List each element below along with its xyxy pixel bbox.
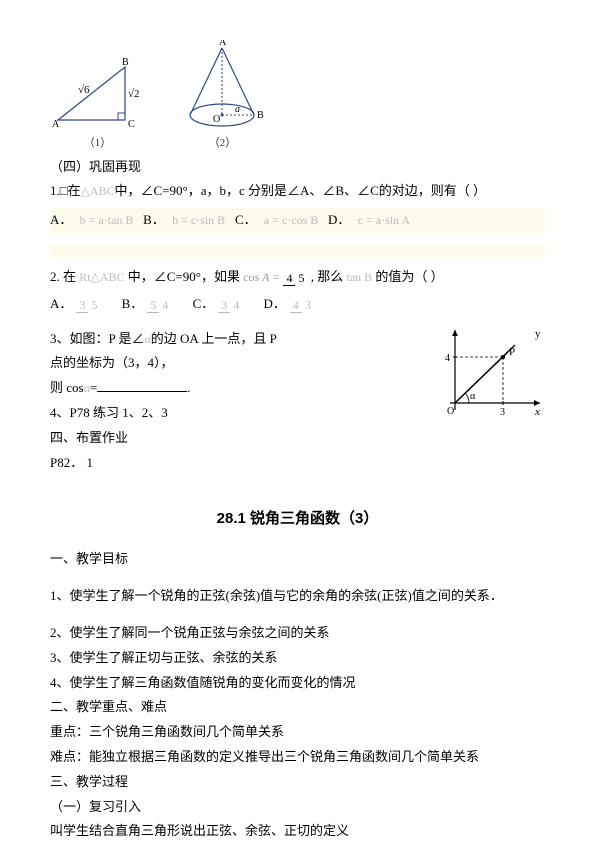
goal-2: 2、使学生了解同一个锐角正弦与余弦之间的关系 (50, 623, 545, 644)
goal-3: 3、使学生了解正切与正弦、余弦的关系 (50, 648, 545, 669)
sec3-heading: 三、教学过程 (50, 772, 545, 793)
question-1: 1.□在△ABC中，∠C=90°，a，b，c 分别是∠A、∠B、∠C的对边，则有… (50, 181, 545, 202)
question-3-text: 3、如图：P 是∠α的边 OA 上一点，且 P 点的坐标为（3，4）， 则 co… (50, 325, 415, 478)
goal-4: 4、使学生了解三角函数值随锐角的变化而变化的情况 (50, 673, 545, 694)
q2-a: 2. 在 (50, 269, 76, 284)
svg-text:a: a (235, 104, 240, 115)
highlight-bar (50, 243, 545, 257)
figure-1-caption: （1） (84, 135, 112, 153)
q2-faint2: tan B (346, 270, 372, 284)
svg-text:C: C (128, 119, 135, 130)
sec2-heading: 二、教学重点、难点 (50, 697, 545, 718)
figure-2-caption: （2） (209, 135, 237, 153)
q1-text-a: 1.□在 (50, 183, 81, 198)
q2-B: B． (122, 296, 144, 311)
question-3-block: 3、如图：P 是∠ α 的边 OA 上一点，且 P 点的坐标为（3，4）， 则 co… (50, 325, 545, 478)
q2-cos: cos A = (243, 270, 280, 284)
q1-opt-D-math: c = a·sin A (358, 213, 410, 227)
q1-opt-A: A． (50, 212, 72, 227)
q1-opt-D: D． (328, 212, 350, 227)
q1-opt-C-math: a = c·cos B (264, 213, 318, 227)
question-4: 4、P78 练习 1、2、3 (50, 403, 415, 424)
svg-text:A: A (52, 119, 60, 130)
q2-D-frac: 43 (290, 299, 314, 311)
q1-opt-C: C． (235, 212, 257, 227)
q1-text-b: 中，∠C=90°，a，b，c 分别是∠A、∠B、∠C的对边，则有（ ） (115, 183, 486, 198)
q1-opt-A-math: b = a·tan B (80, 213, 134, 227)
q3-l3a: 则 cos (50, 380, 84, 395)
svg-text:√6: √6 (78, 84, 90, 96)
svg-text:O: O (213, 114, 220, 125)
q2-C: C． (193, 296, 215, 311)
section-4-label: （四）巩固再现 (50, 157, 545, 178)
svg-text:4: 4 (445, 353, 450, 364)
q2-d: 的值为（ ） (375, 269, 443, 284)
sec2-1: 重点：三个锐角三角函数间几个简单关系 (50, 722, 545, 743)
question-2: 2. 在 Rt△ABC 中，∠C=90°，如果 cos A = 45 , 那么 … (50, 267, 545, 288)
q3-l3b: = (90, 380, 97, 395)
q1-opt-B-math: b = c·sin B (172, 213, 225, 227)
sec3-1: （一）复习引入 (50, 797, 545, 818)
cone-diagram: A B O a (175, 40, 270, 135)
svg-text:B: B (122, 57, 129, 68)
figures-row: A B C √6 √2 （1） A B O a （2） (50, 40, 545, 153)
triangle-diagram: A B C √6 √2 (50, 55, 145, 135)
q2-b: 中，∠C=90°，如果 (128, 269, 240, 284)
blank-line (97, 379, 187, 392)
q3-l1a: 3、如图：P 是∠ (50, 331, 145, 346)
q2-A-frac: 35 (76, 299, 100, 311)
q2-options: A． 35 B．54 C．34 D． 43 (50, 294, 545, 315)
goal-1: 1、使学生了解一个锐角的正弦(余弦)值与它的余角的余弦(正弦)值之间的关系． (50, 586, 545, 607)
q1-options: A． b = a·tan B B． b = c·sin B C． a = c·c… (50, 208, 545, 233)
lesson-title: 28.1 锐角三角函数（3） (50, 507, 545, 531)
coordinate-graph: y x P α 3 4 O (435, 325, 545, 420)
svg-text:y: y (535, 328, 541, 340)
homework-heading: 四、布置作业 (50, 428, 415, 449)
q2-B-frac: 54 (147, 299, 171, 311)
q2-C-frac: 34 (218, 299, 242, 311)
q1-faint: △ABC (81, 184, 115, 198)
svg-text:3: 3 (500, 407, 505, 418)
q3-l2: 点的坐标为（3，4）， (50, 353, 415, 374)
q1-opt-B: B． (143, 212, 165, 227)
figure-2: A B O a （2） (175, 40, 270, 153)
q2-A: A． (50, 296, 72, 311)
q2-frac: 45 (283, 272, 307, 284)
homework: P82． 1 (50, 453, 415, 474)
q2-c: , 那么 (311, 269, 344, 284)
svg-text:x: x (534, 406, 540, 418)
sec2-2: 难点：能独立根据三角函数的定义推导出三个锐角三角函数间几个简单关系 (50, 747, 545, 768)
goals-heading: 一、教学目标 (50, 549, 545, 570)
svg-text:P: P (509, 346, 515, 358)
q3-l1b: 的边 OA 上一点，且 P (151, 331, 277, 346)
svg-text:A: A (219, 40, 227, 48)
q2-faint1: Rt△ABC (79, 270, 124, 284)
svg-text:O: O (447, 406, 454, 417)
svg-text:α: α (470, 391, 476, 402)
svg-text:√2: √2 (128, 88, 140, 100)
q3-l3c: . (187, 380, 190, 395)
figure-1: A B C √6 √2 （1） (50, 55, 145, 153)
sec3-2: 叫学生结合直角三角形说出正弦、余弦、正切的定义 (50, 821, 545, 842)
q2-D: D． (263, 296, 285, 311)
svg-text:B: B (257, 110, 264, 121)
